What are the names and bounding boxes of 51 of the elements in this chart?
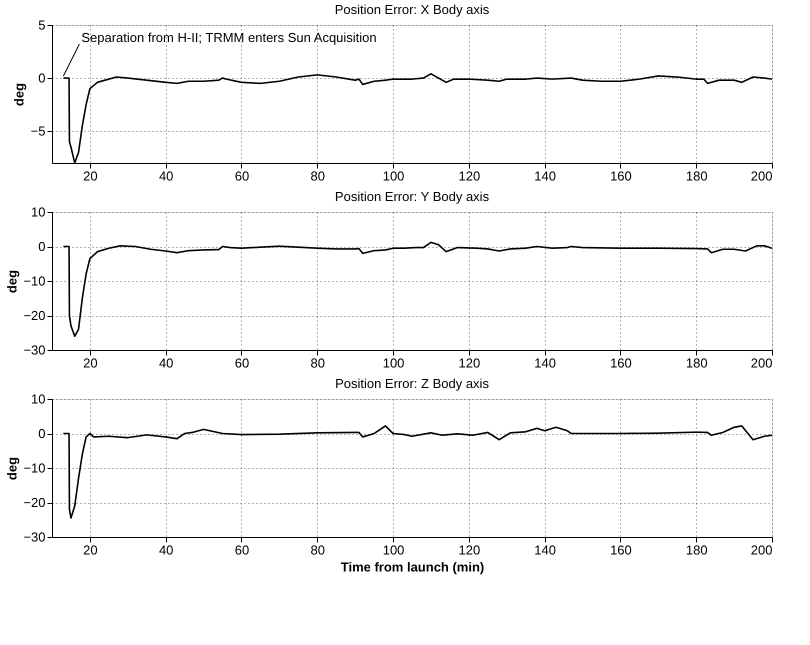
x-tick-label: 160	[610, 168, 632, 184]
y-tick-label: −30	[23, 342, 46, 358]
x-tick-label: 180	[686, 168, 708, 184]
x-tick-label: 160	[610, 356, 632, 370]
x-tick-label: 120	[458, 356, 480, 370]
x-tick-label: 140	[534, 542, 556, 558]
x-tick-label: 60	[234, 542, 250, 558]
x-tick-label: 100	[382, 542, 404, 558]
y-tick-label: −5	[30, 124, 46, 139]
annotation: Separation from H-II; TRMM enters Sun Acquisition	[81, 30, 377, 46]
chart-title: Position Error: Y Body axis	[334, 189, 490, 204]
x-tick-label: 40	[158, 356, 174, 370]
x-tick-label: 160	[610, 542, 632, 558]
x-tick-label: 180	[686, 542, 708, 558]
x-tick-label: 200	[750, 356, 772, 370]
y-tick-label: 0	[38, 426, 46, 441]
x-tick-label: 140	[534, 168, 556, 184]
x-tick-label: 200	[750, 168, 772, 184]
y-tick-label: −20	[23, 308, 46, 323]
x-tick-label: 100	[382, 168, 404, 184]
x-tick-label: 80	[310, 356, 325, 370]
x-tick-label: 40	[158, 542, 174, 558]
chart-title: Position Error: X Body axis	[334, 2, 490, 17]
y-tick-label: 10	[31, 204, 46, 220]
y-tick-label: 10	[31, 392, 46, 406]
x-tick-label: 140	[534, 356, 556, 370]
x-tick-label: 200	[750, 542, 772, 558]
x-tick-label: 80	[310, 542, 325, 558]
x-tick-label: 180	[686, 356, 708, 370]
chart-title: Position Error: Z Body axis	[335, 376, 490, 391]
y-tick-label: −20	[23, 495, 46, 510]
x-tick-label: 60	[234, 356, 250, 370]
y-tick-label: 0	[38, 70, 46, 86]
x-tick-label: 120	[458, 542, 480, 558]
x-tick-label: 120	[458, 168, 480, 184]
x-axis-title: Time from launch (min)	[340, 560, 484, 574]
x-tick-label: 20	[83, 356, 98, 370]
x-tick-label: 80	[310, 168, 325, 184]
x-tick-label: 20	[83, 168, 98, 184]
y-tick-label: 5	[38, 18, 46, 32]
x-tick-label: 40	[158, 168, 174, 184]
x-tick-label: 60	[234, 168, 250, 184]
y-axis-title: deg	[4, 456, 20, 480]
x-tick-label: 20	[83, 542, 98, 558]
y-tick-label: 0	[38, 239, 46, 254]
y-axis-title: deg	[4, 270, 20, 294]
y-tick-label: −10	[23, 460, 46, 476]
y-tick-label: −30	[23, 530, 46, 544]
y-axis-title: deg	[12, 82, 27, 106]
y-tick-label: −10	[23, 274, 46, 288]
x-tick-label: 100	[382, 356, 404, 370]
